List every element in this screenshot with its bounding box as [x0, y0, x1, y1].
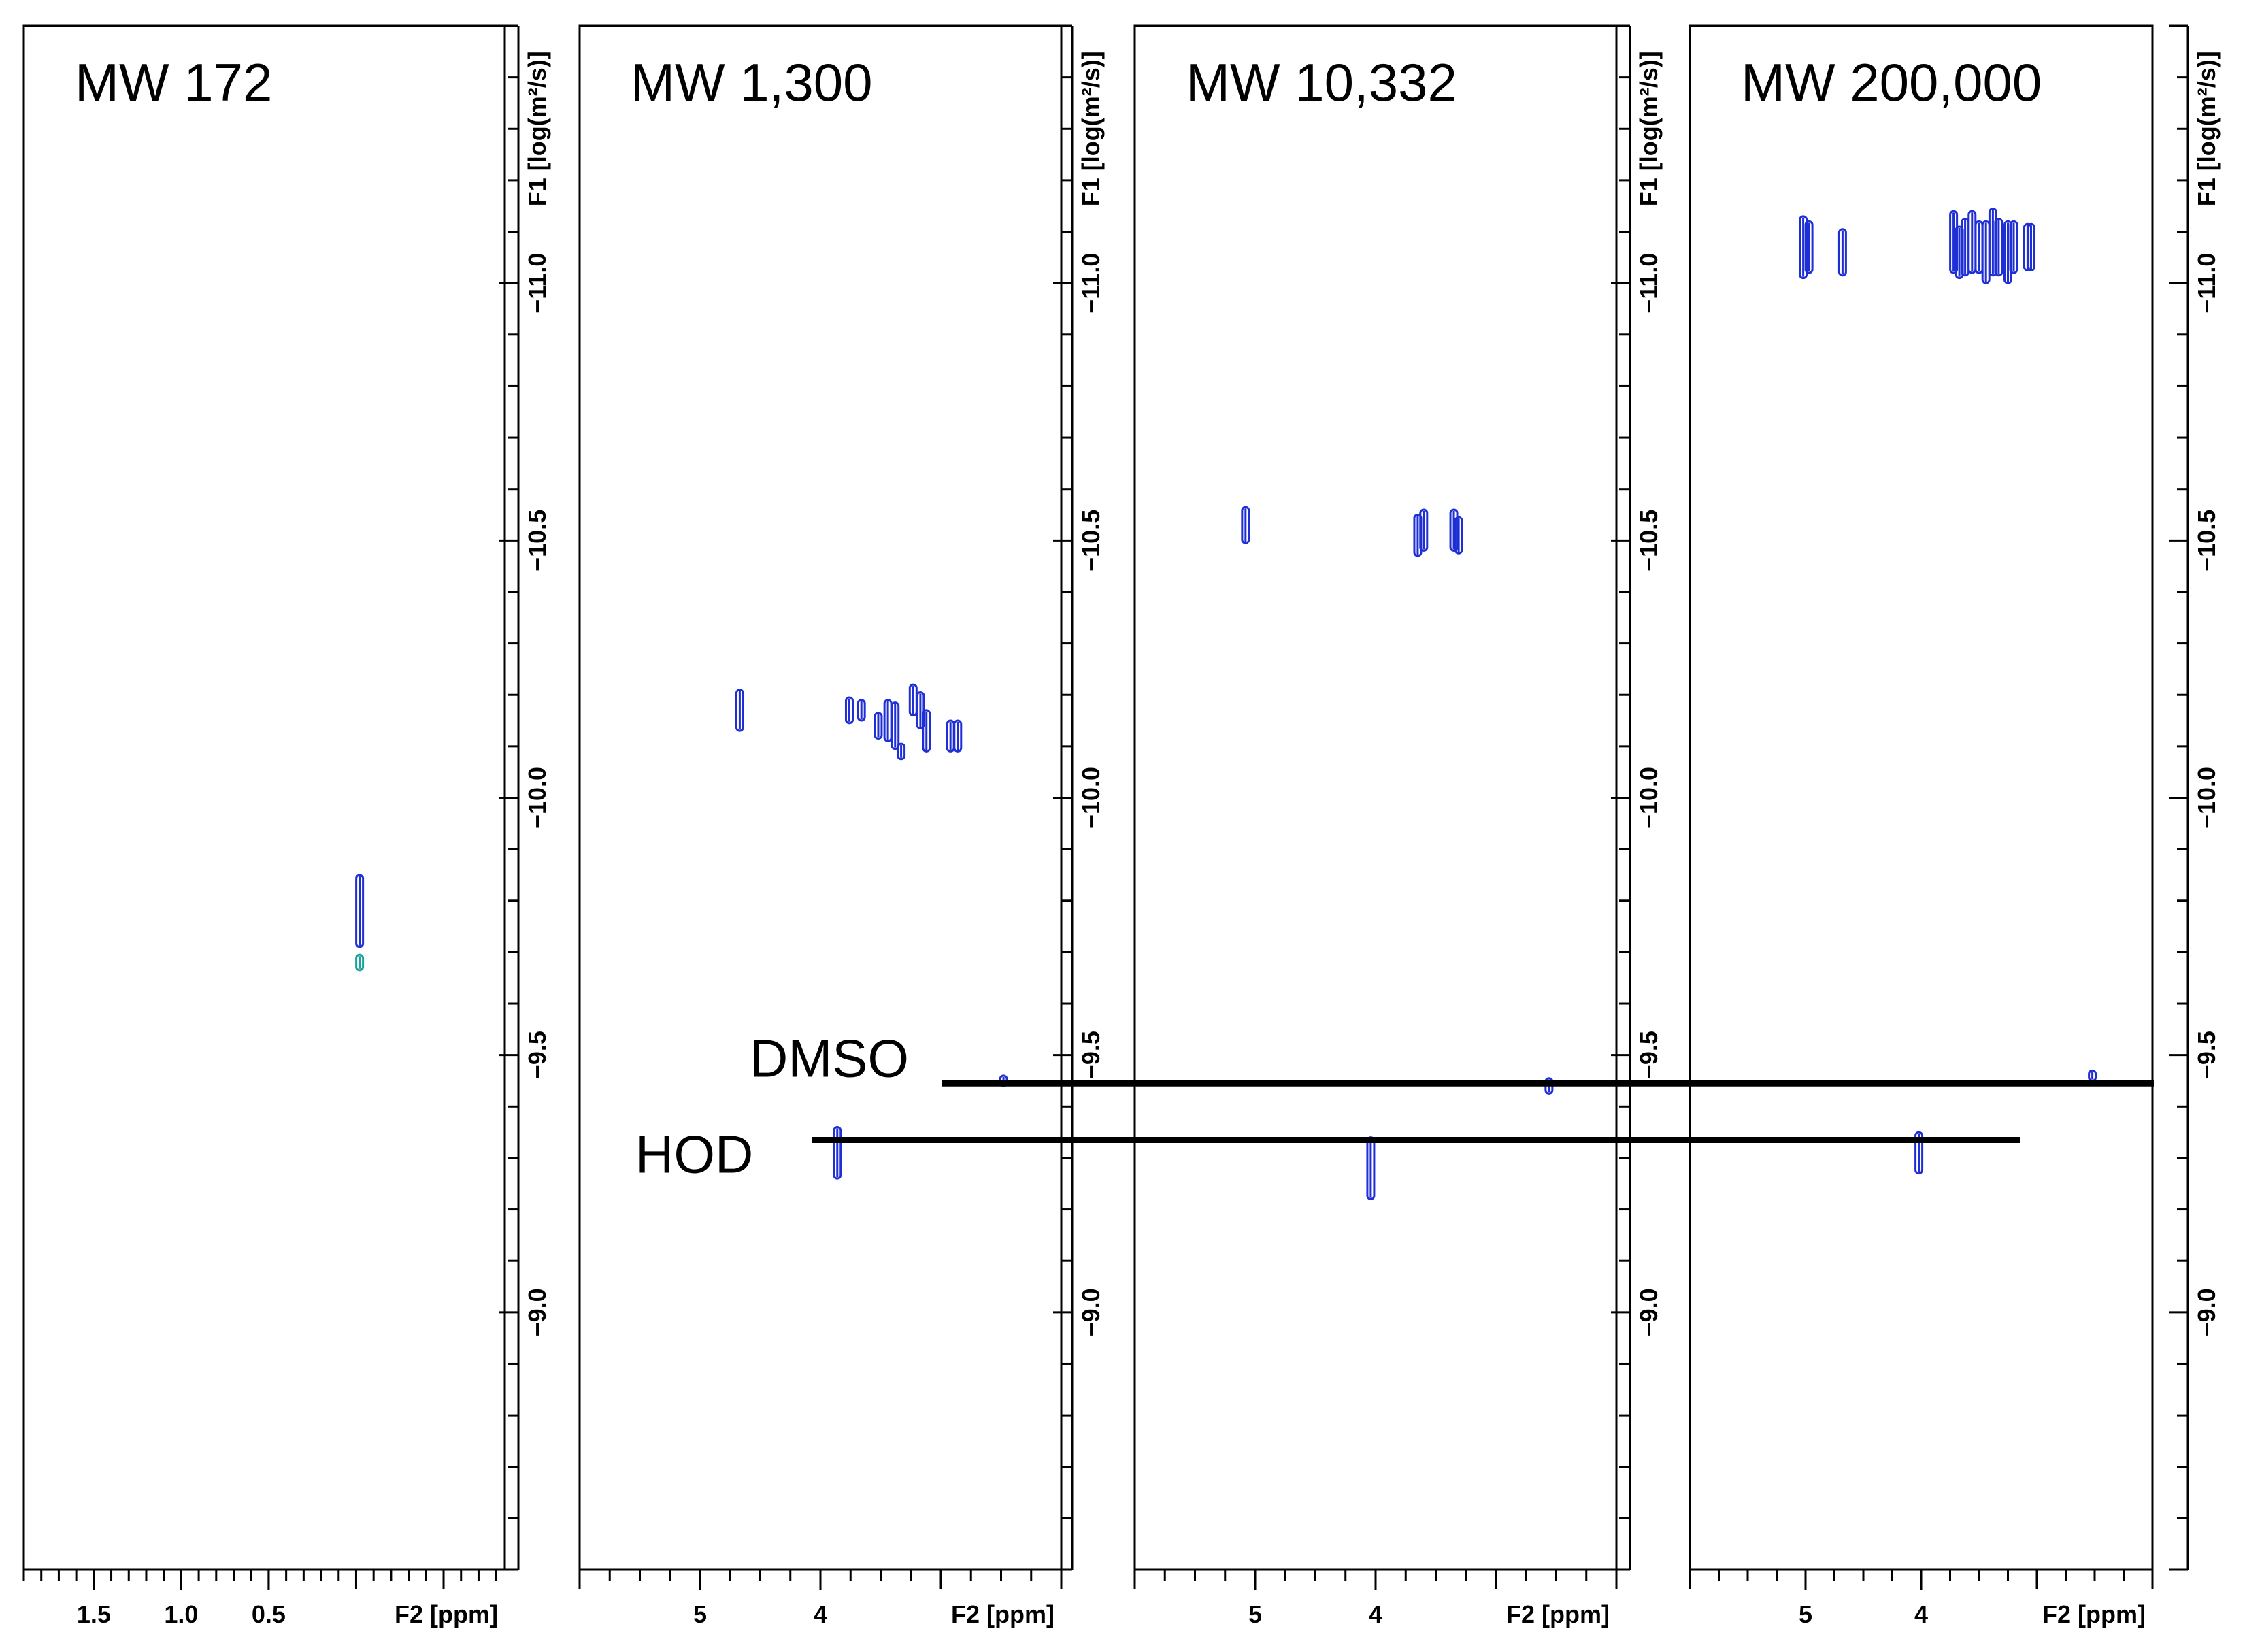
y-tick-label: −9.5 — [1077, 1031, 1105, 1079]
peak-contour — [1837, 228, 1847, 277]
peak-contour — [874, 712, 883, 740]
x-tick-label: 1.0 — [164, 1600, 198, 1628]
y-axis-label: F1 [log(m²/s)] — [523, 51, 551, 206]
panel-3: MW 10,332 5 4 F2 [ppm] −11.0 −10.5 −10.0 −9.5 −9… — [1133, 24, 1663, 1628]
x-axis-label: F2 [ppm] — [395, 1600, 498, 1628]
peak-contour — [355, 953, 365, 972]
panel-title: MW 172 — [75, 52, 272, 112]
panel-1: MW 172 1.5 1.0 0.5 F2 [ppm] −11.0 −10.5 −10.0 −9… — [22, 24, 551, 1628]
panel-title: MW 10,332 — [1186, 52, 1457, 112]
peak-contour — [833, 1126, 842, 1180]
peak-contour — [1804, 220, 1814, 274]
panel-frame — [578, 24, 1063, 1571]
x-tick-label: 1.5 — [77, 1600, 111, 1628]
y-tick-label: −10.5 — [523, 510, 551, 572]
dmso-label: DMSO — [750, 1028, 909, 1088]
y-tick-label: −11.0 — [1077, 253, 1105, 314]
peak-contour — [735, 689, 744, 732]
x-axis-label: F2 [ppm] — [1506, 1600, 1610, 1628]
x-tick-label: 4 — [1369, 1600, 1382, 1628]
peak-contour — [844, 696, 854, 725]
y-tick-label: −9.0 — [2193, 1288, 2221, 1336]
x-tick-label: 0.5 — [252, 1600, 286, 1628]
y-tick-label: −9.0 — [523, 1288, 551, 1336]
x-tick-label: 5 — [1799, 1600, 1812, 1628]
y-tick-label: −10.0 — [523, 767, 551, 829]
panel-4: MW 200,000 5 4 F2 [ppm] −11.0 −10.5 −10.0 −9.5 −… — [1689, 24, 2221, 1628]
peak-contour — [922, 709, 931, 753]
panel-frame — [1133, 24, 1618, 1571]
x-tick-label: 5 — [693, 1600, 707, 1628]
y-tick-label: −9.5 — [523, 1031, 551, 1079]
y-axis-label: F1 [log(m²/s)] — [1635, 51, 1663, 206]
y-tick-label: −9.0 — [1635, 1288, 1663, 1336]
panel-frame — [22, 24, 506, 1571]
peak-contour — [1241, 506, 1250, 544]
x-tick-label: 4 — [814, 1600, 827, 1628]
y-tick-label: −10.5 — [2193, 510, 2221, 572]
y-tick-label: −9.5 — [1635, 1031, 1663, 1079]
panel-title: MW 1,300 — [631, 52, 872, 112]
peak-contour — [897, 742, 906, 761]
peak-contour — [1454, 516, 1463, 555]
peak-contour — [953, 719, 963, 753]
panel-frame — [1689, 24, 2154, 1571]
peak-contour — [1914, 1131, 1924, 1175]
y-tick-label: −10.0 — [2193, 767, 2221, 829]
hod-label: HOD — [635, 1124, 753, 1184]
peak-contour — [2027, 222, 2035, 271]
peak-contour — [2009, 220, 2018, 274]
peak-contour — [1994, 218, 2003, 277]
x-axis-label: F2 [ppm] — [2042, 1600, 2146, 1628]
peak-contour — [857, 699, 866, 722]
y-tick-label: −11.0 — [523, 253, 551, 314]
x-tick-label: 5 — [1248, 1600, 1262, 1628]
y-tick-label: −10.5 — [1635, 510, 1663, 572]
peak-contour — [1449, 508, 1459, 552]
peak-contour — [1419, 508, 1429, 552]
panel-title: MW 200,000 — [1741, 52, 2042, 112]
x-axis-label: F2 [ppm] — [951, 1600, 1054, 1628]
y-tick-label: −11.0 — [2193, 253, 2221, 314]
y-tick-label: −10.0 — [1635, 767, 1663, 829]
y-tick-label: −10.5 — [1077, 510, 1105, 572]
y-axis-label: F1 [log(m²/s)] — [2193, 51, 2221, 206]
y-tick-label: −9.5 — [2193, 1031, 2221, 1079]
x-tick-label: 4 — [1914, 1600, 1928, 1628]
peak-contour — [355, 874, 365, 948]
y-tick-label: −10.0 — [1077, 767, 1105, 829]
y-tick-label: −9.0 — [1077, 1288, 1105, 1336]
y-tick-label: −11.0 — [1635, 253, 1663, 314]
peak-contour — [891, 701, 900, 750]
y-axis-label: F1 [log(m²/s)] — [1077, 51, 1105, 206]
panel-2: MW 1,300 5 4 F2 [ppm] −11.0 −10.5 −10.0 −9.5 −9.… — [578, 24, 1105, 1628]
